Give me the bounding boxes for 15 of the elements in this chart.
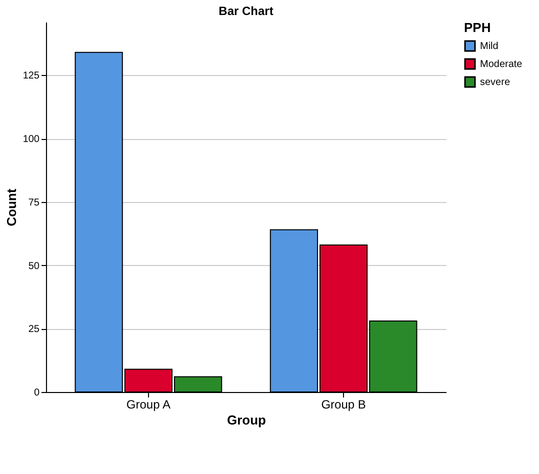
legend-label: Moderate [480,59,523,70]
y-tick-label: 125 [22,70,40,82]
chart-title: Bar Chart [218,4,274,18]
legend-title: PPH [464,20,491,35]
y-tick-label: 0 [34,388,40,398]
y-tick-label: 100 [22,134,40,146]
y-tick-label: 75 [28,197,40,208]
legend-label: Mild [480,41,498,52]
x-tick-label: Group B [321,398,366,412]
y-axis-title: Count [4,188,19,226]
legend-label: severe [480,77,510,88]
x-axis-title: Group [227,412,266,428]
y-tick-label: 25 [28,324,40,336]
y-tick-label: 50 [28,260,40,272]
x-tick-label: Group A [126,398,170,412]
